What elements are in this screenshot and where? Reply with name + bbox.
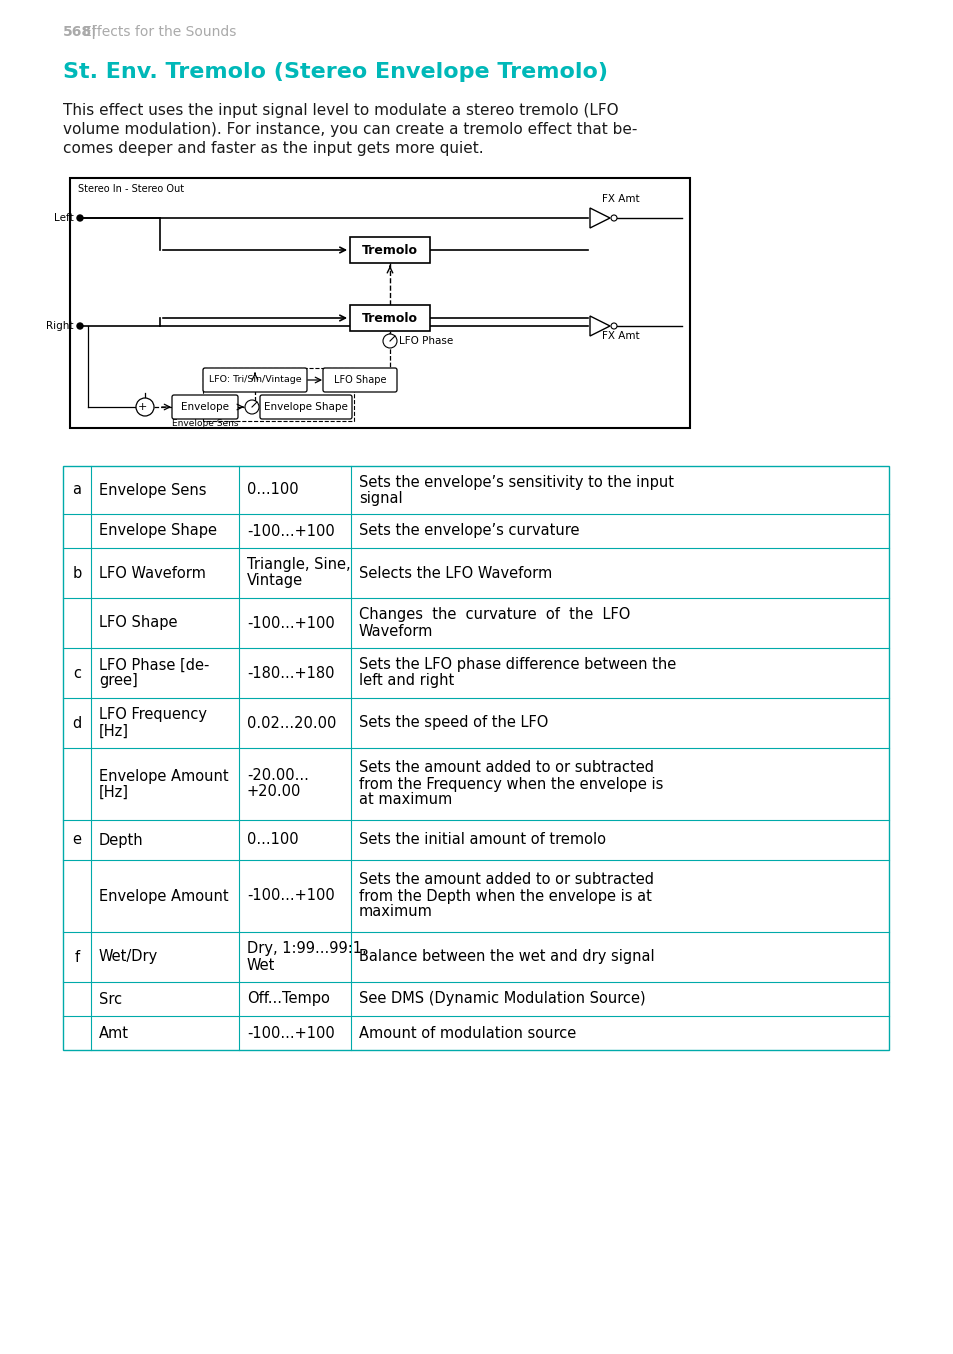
FancyBboxPatch shape [203,368,307,393]
Bar [203,368,354,421]
Text: Sets the envelope’s curvature: Sets the envelope’s curvature [358,524,578,539]
Circle shape [245,399,258,414]
Text: This effect uses the input signal level to modulate a stereo tremolo (LFO: This effect uses the input signal level … [63,103,618,118]
FancyBboxPatch shape [260,395,352,418]
Text: a: a [72,482,81,497]
Text: -100...+100: -100...+100 [247,1025,335,1040]
Text: Envelope Sens: Envelope Sens [99,482,206,497]
Text: Sets the initial amount of tremolo: Sets the initial amount of tremolo [358,833,605,848]
Text: Sets the LFO phase difference between the: Sets the LFO phase difference between th… [358,658,676,673]
Circle shape [610,324,617,329]
Text: Wet/Dry: Wet/Dry [99,949,158,964]
Circle shape [77,324,83,329]
Polygon shape [589,209,609,227]
Text: Tremolo: Tremolo [361,311,417,325]
Text: Dry, 1:99...99:1,: Dry, 1:99...99:1, [247,941,366,956]
Bar [350,305,430,330]
Text: signal: signal [358,490,402,505]
Text: Vintage: Vintage [247,574,303,589]
Circle shape [77,215,83,221]
Text: Selects the LFO Waveform: Selects the LFO Waveform [358,566,552,581]
Text: Amt: Amt [99,1025,129,1040]
Text: Depth: Depth [99,833,144,848]
Text: Stereo In - Stereo Out: Stereo In - Stereo Out [78,184,184,194]
Text: Sets the amount added to or subtracted: Sets the amount added to or subtracted [358,761,654,776]
Text: from the Frequency when the envelope is: from the Frequency when the envelope is [358,776,662,792]
Text: Effects for the Sounds: Effects for the Sounds [83,24,236,39]
Text: LFO: Tri/Sin/Vintage: LFO: Tri/Sin/Vintage [209,375,301,385]
Text: See DMS (Dynamic Modulation Source): See DMS (Dynamic Modulation Source) [358,991,645,1006]
Text: LFO Frequency: LFO Frequency [99,708,207,723]
Text: Wet: Wet [247,957,275,972]
Text: 568|: 568| [63,24,97,39]
Text: FX Amt: FX Amt [601,194,639,204]
Text: Envelope Sens: Envelope Sens [172,418,238,428]
Text: at maximum: at maximum [358,792,452,807]
Text: maximum: maximum [358,904,433,919]
Text: left and right: left and right [358,673,454,688]
FancyBboxPatch shape [172,395,237,418]
Circle shape [610,215,617,221]
Text: LFO Phase [de-: LFO Phase [de- [99,658,209,673]
Text: Sets the envelope’s sensitivity to the input: Sets the envelope’s sensitivity to the i… [358,474,673,490]
Text: e: e [72,833,81,848]
Text: Envelope: Envelope [181,402,229,412]
Text: Triangle, Sine,: Triangle, Sine, [247,558,351,573]
Text: volume modulation). For instance, you can create a tremolo effect that be-: volume modulation). For instance, you ca… [63,122,637,137]
Text: Right: Right [46,321,77,330]
Text: Off...Tempo: Off...Tempo [247,991,330,1006]
Text: Balance between the wet and dry signal: Balance between the wet and dry signal [358,949,654,964]
Text: LFO Shape: LFO Shape [334,375,386,385]
Text: -20.00...: -20.00... [247,769,309,784]
Text: Envelope Shape: Envelope Shape [99,524,216,539]
Text: b: b [72,566,82,581]
Text: [Hz]: [Hz] [99,723,129,738]
Text: Left: Left [54,213,77,223]
Text: 0.02...20.00: 0.02...20.00 [247,715,336,731]
Circle shape [382,334,396,348]
Text: gree]: gree] [99,673,137,688]
Text: -180...+180: -180...+180 [247,666,335,681]
Text: LFO Waveform: LFO Waveform [99,566,206,581]
Text: d: d [72,715,82,731]
Text: Waveform: Waveform [358,623,433,639]
Text: Amount of modulation source: Amount of modulation source [358,1025,576,1040]
Text: f: f [74,949,79,964]
Text: Src: Src [99,991,122,1006]
Text: 0...100: 0...100 [247,833,298,848]
Text: comes deeper and faster as the input gets more quiet.: comes deeper and faster as the input get… [63,141,483,156]
Bar [70,177,689,428]
Bar [350,237,430,263]
Text: c: c [73,666,81,681]
Text: +: + [137,402,147,412]
Text: LFO Phase: LFO Phase [398,336,453,347]
Text: Sets the amount added to or subtracted: Sets the amount added to or subtracted [358,872,654,887]
Text: St. Env. Tremolo (Stereo Envelope Tremolo): St. Env. Tremolo (Stereo Envelope Tremol… [63,62,607,83]
Text: 0...100: 0...100 [247,482,298,497]
Text: Envelope Amount: Envelope Amount [99,769,229,784]
Text: Envelope Shape: Envelope Shape [264,402,348,412]
Text: from the Depth when the envelope is at: from the Depth when the envelope is at [358,888,651,903]
Text: -100...+100: -100...+100 [247,888,335,903]
FancyBboxPatch shape [323,368,396,393]
Circle shape [136,398,153,416]
Bar [63,466,888,1049]
Text: Sets the speed of the LFO: Sets the speed of the LFO [358,715,548,731]
Text: LFO Shape: LFO Shape [99,616,177,631]
Text: FX Amt: FX Amt [601,330,639,341]
Text: -100...+100: -100...+100 [247,524,335,539]
Text: Tremolo: Tremolo [361,244,417,256]
Text: Changes  the  curvature  of  the  LFO: Changes the curvature of the LFO [358,608,630,623]
Text: -100...+100: -100...+100 [247,616,335,631]
Text: [Hz]: [Hz] [99,784,129,799]
Text: Envelope Amount: Envelope Amount [99,888,229,903]
Text: +20.00: +20.00 [247,784,301,799]
Polygon shape [589,315,609,336]
